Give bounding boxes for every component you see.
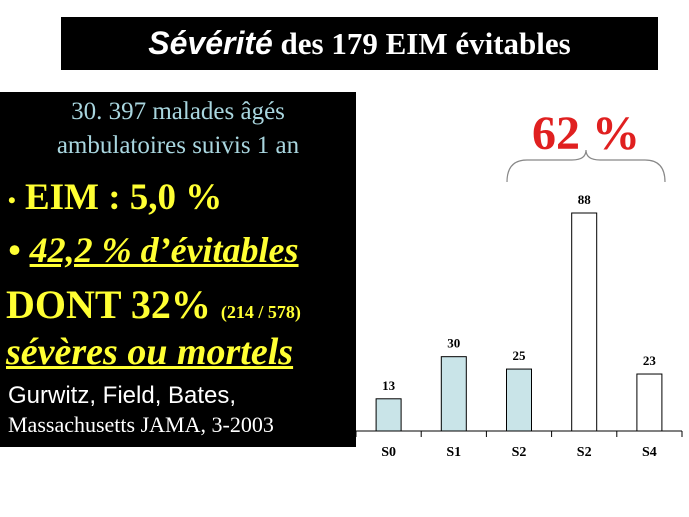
dont-text: DONT 32% [6, 282, 221, 327]
bar [375, 398, 402, 432]
bar [571, 212, 598, 432]
title-bar: Sévérité des 179 EIM évitables [61, 17, 658, 70]
data-label: 23 [643, 353, 657, 368]
data-label: 13 [382, 378, 396, 393]
data-label: 88 [578, 192, 592, 207]
x-tick-label: S1 [446, 445, 461, 460]
title-emphasis: Sévérité [148, 25, 273, 61]
x-tick-label: S0 [381, 445, 396, 460]
info-line-authors: Gurwitz, Field, Bates, [8, 382, 237, 409]
eim-text: EIM : 5,0 % [15, 177, 223, 218]
bullet-icon: • [8, 187, 16, 213]
info-line-2: ambulatoires suivis 1 an [56, 132, 300, 159]
data-label: 30 [447, 336, 460, 351]
title-rest: des 179 EIM évitables [272, 26, 571, 61]
x-tick-label: S2 [512, 445, 527, 460]
info-line-dont: DONT 32% (214 / 578) [6, 281, 301, 328]
info-line-source: Massachusetts JAMA, 3-2003 [8, 412, 274, 437]
info-line-avoidable: • 42,2 % d’évitables [8, 229, 299, 271]
info-line-eim: • EIM : 5,0 % [8, 176, 222, 219]
brace [506, 149, 666, 183]
bar [506, 368, 532, 432]
data-label: 25 [513, 348, 527, 363]
info-line-1: 30. 397 malades âgés [71, 98, 285, 125]
dont-ratio: (214 / 578) [220, 302, 301, 322]
bar [636, 373, 663, 432]
bullet-text: • [8, 230, 30, 270]
bar [440, 356, 467, 432]
x-tick-label: S4 [642, 445, 657, 460]
info-line-severe: sévères ou mortels [6, 331, 294, 373]
x-tick-label: S2 [577, 445, 592, 460]
avoidable-text: 42,2 % d’évitables [29, 230, 299, 270]
info-box: 30. 397 malades âgés ambulatoires suivis… [0, 92, 356, 447]
